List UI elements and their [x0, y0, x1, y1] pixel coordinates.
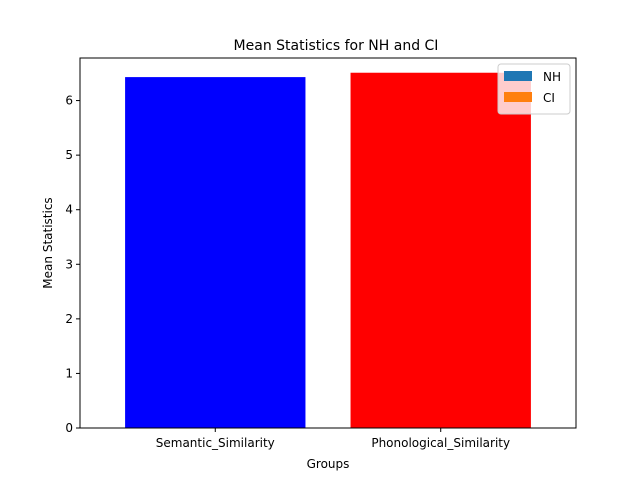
y-tick-label: 5 — [65, 148, 73, 162]
y-tick-label: 2 — [65, 312, 73, 326]
x-axis-ticks: Semantic_Similarity Phonological_Similari… — [156, 428, 510, 450]
bar-phonological-similarity — [350, 72, 531, 429]
bars-layer — [125, 72, 531, 429]
x-tick-label: Semantic_Similarity — [156, 436, 275, 450]
chart-title: Mean Statistics for NH and CI — [234, 38, 439, 54]
y-axis-label: Mean Statistics — [41, 197, 55, 288]
bar-semantic-similarity — [125, 77, 306, 429]
legend-label-nh: NH — [543, 70, 561, 84]
y-tick-label: 3 — [65, 257, 73, 271]
y-tick-label: 4 — [65, 203, 73, 217]
legend-swatch-nh — [504, 71, 532, 81]
legend: NH CI — [497, 63, 571, 115]
legend-swatch-ci — [504, 92, 532, 102]
x-axis-label: Groups — [307, 457, 350, 471]
x-tick-label: Phonological_Similarity — [371, 436, 510, 450]
y-tick-label: 1 — [65, 366, 73, 380]
y-axis-ticks: 0 1 2 3 4 5 6 — [65, 94, 80, 435]
y-tick-label: 6 — [65, 94, 73, 108]
y-tick-label: 0 — [65, 421, 73, 435]
legend-label-ci: CI — [543, 91, 555, 105]
plot-frame — [79, 57, 577, 429]
